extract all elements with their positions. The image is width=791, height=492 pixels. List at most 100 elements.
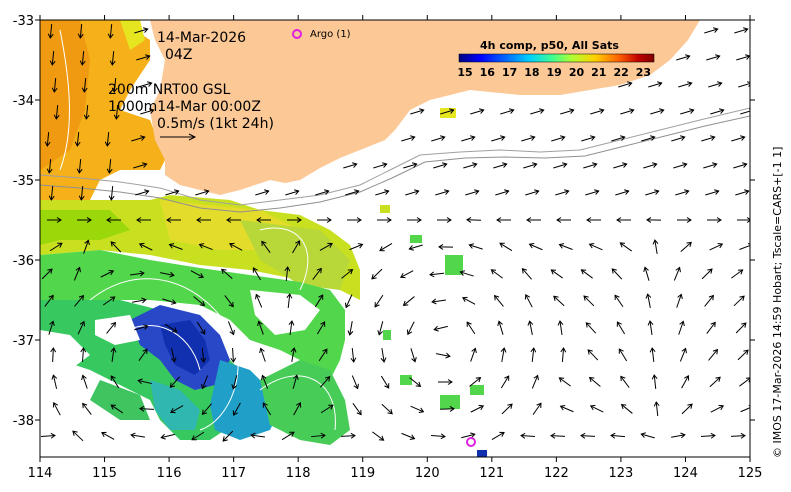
current-arrow: [351, 375, 359, 390]
current-arrow: [48, 185, 55, 201]
x-tick-label: 122: [544, 466, 569, 481]
current-arrow: [138, 348, 148, 361]
current-arrow: [493, 294, 504, 307]
current-arrow: [110, 241, 122, 253]
current-arrow: [611, 135, 626, 142]
current-arrow: [290, 347, 297, 362]
current-arrow: [737, 349, 749, 361]
current-arrow: [469, 376, 482, 387]
y-tick-label: -38: [13, 414, 34, 429]
current-arrow: [109, 50, 116, 66]
current-arrow: [650, 108, 665, 115]
current-arrow: [139, 405, 155, 412]
argo-float-marker[interactable]: [466, 437, 476, 447]
current-arrow: [136, 54, 151, 61]
current-arrow: [352, 403, 362, 416]
current-arrow: [734, 27, 749, 34]
current-arrow: [560, 347, 567, 363]
current-arrow: [706, 217, 722, 223]
x-axis: 114 115 116 117 118 119 120 121 122 123 124 125: [28, 15, 763, 481]
current-arrow: [341, 269, 354, 279]
current-arrow: [222, 430, 234, 442]
current-arrow: [646, 217, 662, 223]
current-arrow: [527, 320, 534, 335]
current-arrow: [470, 108, 485, 115]
current-arrow: [169, 376, 180, 388]
x-tick-label: 116: [157, 466, 182, 481]
current-arrow: [74, 131, 81, 147]
current-arrow: [405, 189, 420, 196]
colorbar-tick-label: 16: [480, 66, 496, 79]
current-arrow: [51, 374, 58, 389]
current-arrow: [40, 432, 56, 439]
current-arrow: [191, 431, 205, 441]
current-arrow: [82, 402, 92, 415]
current-arrow: [587, 349, 599, 361]
current-arrow: [431, 298, 447, 305]
current-arrow: [733, 295, 745, 307]
depth-line1: 200m NRT00 GSL: [108, 82, 231, 98]
current-arrow: [284, 266, 291, 282]
current-arrow: [583, 162, 598, 169]
argo-legend-label: Argo (1): [310, 29, 351, 40]
current-arrow: [735, 189, 750, 196]
current-arrow: [495, 189, 510, 196]
current-arrow: [406, 217, 422, 223]
current-arrow: [521, 135, 536, 142]
y-axis: -33 -34 -35 -36 -37 -38: [13, 14, 755, 429]
current-arrow: [500, 108, 515, 115]
current-arrow: [610, 432, 626, 439]
current-arrow: [410, 348, 417, 363]
current-arrow: [201, 375, 209, 390]
x-tick-label: 123: [608, 466, 633, 481]
current-arrow: [135, 189, 150, 196]
current-arrow: [491, 135, 506, 142]
current-arrow: [195, 189, 210, 196]
current-arrow: [648, 81, 663, 88]
current-arrow: [435, 189, 450, 196]
current-arrow: [345, 189, 360, 196]
current-arrow: [373, 162, 388, 169]
plot-frame: [39, 19, 751, 458]
current-arrow: [520, 432, 536, 439]
x-tick-label: 125: [738, 466, 763, 481]
current-arrow: [402, 296, 415, 307]
current-arrow: [704, 27, 719, 34]
date-line2: 04Z: [165, 47, 192, 63]
current-arrow: [701, 268, 713, 280]
current-arrow: [461, 432, 476, 439]
current-arrow: [559, 405, 574, 413]
current-arrow: [431, 135, 446, 142]
current-arrow: [319, 242, 333, 251]
colorbar-tick-label: 17: [502, 66, 517, 79]
current-arrow: [50, 347, 57, 363]
current-arrow: [376, 217, 392, 223]
current-arrow: [131, 135, 146, 142]
current-arrow: [77, 320, 86, 335]
current-arrow: [48, 320, 55, 335]
current-arrow: [652, 239, 659, 254]
current-arrow: [438, 379, 453, 385]
current-arrow: [74, 294, 85, 307]
current-arrow: [678, 320, 685, 335]
current-arrow: [106, 158, 113, 174]
current-arrow: [620, 108, 635, 115]
current-arrow: [433, 325, 448, 332]
current-arrow: [349, 243, 364, 251]
colorbar-tick-label: 15: [457, 66, 472, 79]
current-arrow: [616, 321, 626, 335]
current-arrow: [134, 324, 149, 331]
current-arrow: [433, 162, 448, 169]
current-arrow: [466, 216, 482, 223]
current-arrow: [190, 270, 204, 279]
current-arrow: [679, 347, 687, 362]
current-arrow: [52, 401, 61, 416]
current-arrow: [160, 271, 175, 278]
current-arrow: [257, 320, 264, 335]
current-arrow: [645, 293, 652, 308]
current-arrow: [530, 108, 545, 115]
current-arrow: [553, 162, 568, 169]
y-tick-label: -35: [13, 174, 34, 189]
current-arrow: [532, 402, 542, 416]
current-arrow: [138, 242, 153, 251]
